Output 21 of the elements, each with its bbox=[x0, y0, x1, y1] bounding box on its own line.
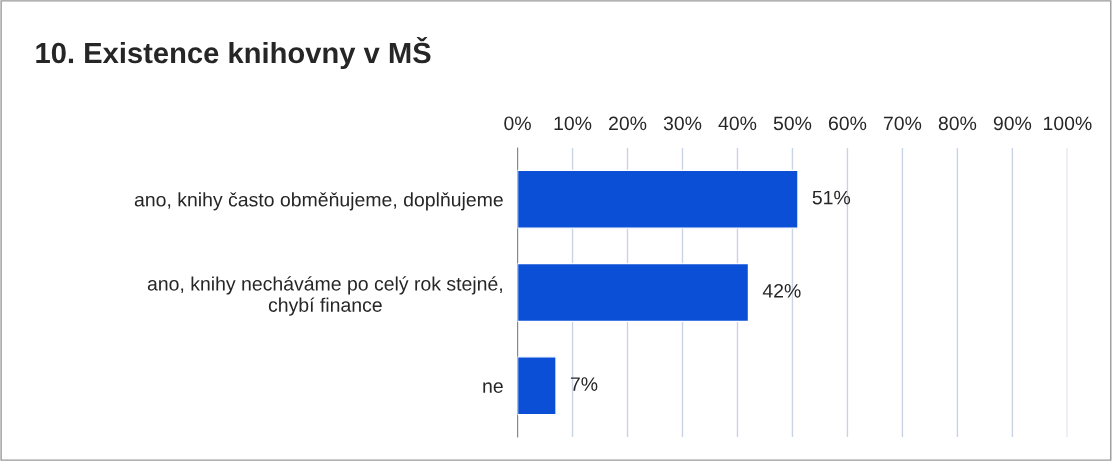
bar bbox=[517, 262, 750, 323]
x-tick-label: 30% bbox=[663, 116, 702, 131]
data-label: 7% bbox=[570, 377, 598, 391]
data-label: 51% bbox=[812, 190, 851, 205]
x-tick-label: 20% bbox=[609, 116, 647, 131]
bar bbox=[517, 169, 799, 229]
x-tick-label: 100% bbox=[1043, 116, 1092, 131]
x-tick-label: 0% bbox=[504, 116, 531, 131]
y-tick-label: ano, knihy necháváme po celý rok stejné, chybí finance bbox=[147, 276, 502, 316]
x-tick-label: 80% bbox=[938, 116, 977, 131]
bar bbox=[517, 356, 557, 416]
y-tick-label: ano, knihy často obměňujeme, doplňujeme bbox=[134, 192, 503, 211]
x-tick-label: 50% bbox=[773, 116, 812, 131]
data-label: 42% bbox=[762, 283, 801, 298]
x-tick-label: 10% bbox=[554, 116, 592, 131]
x-tick-label: 40% bbox=[718, 116, 757, 131]
y-tick-label: ne bbox=[483, 382, 503, 393]
text: 10. Existence knihovny v MŠ bbox=[36, 36, 431, 70]
x-tick-label: 70% bbox=[883, 116, 922, 131]
x-tick-label: 90% bbox=[993, 116, 1032, 131]
x-tick-label: 60% bbox=[828, 116, 867, 131]
